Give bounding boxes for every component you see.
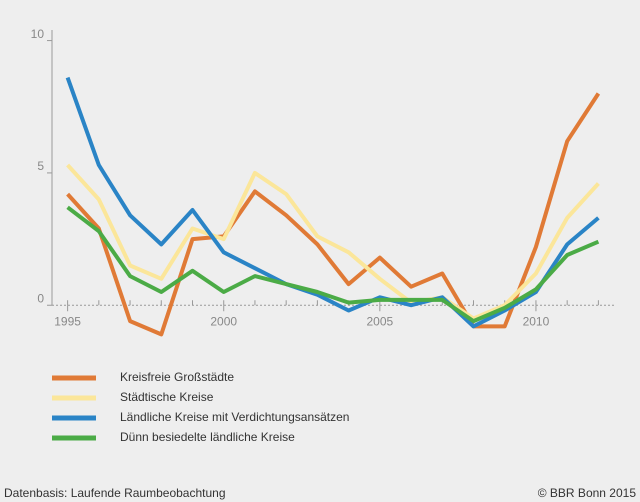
copyright: © BBR Bonn 2015 — [538, 486, 637, 500]
source-note: Datenbasis: Laufende Raumbeobachtung — [4, 486, 226, 500]
series-line — [66, 163, 600, 321]
x-tick-label: 2000 — [210, 314, 237, 328]
legend-label: Ländliche Kreise mit Verdichtungsansätze… — [120, 410, 349, 424]
legend-label: Kreisfreie Großstädte — [120, 370, 234, 384]
y-tick-label: 0 — [37, 291, 44, 305]
legend-label: Dünn besiedelte ländliche Kreise — [120, 430, 295, 444]
x-tick-label: 2005 — [366, 314, 393, 328]
legend-label: Städtische Kreise — [120, 390, 214, 404]
series-line — [66, 92, 601, 337]
y-tick-label: 5 — [37, 159, 44, 173]
series-line — [66, 205, 600, 324]
x-tick-label: 1995 — [54, 314, 81, 328]
y-tick-label: 10 — [31, 27, 45, 41]
series-line — [65, 76, 600, 329]
x-tick-label: 2010 — [523, 314, 550, 328]
